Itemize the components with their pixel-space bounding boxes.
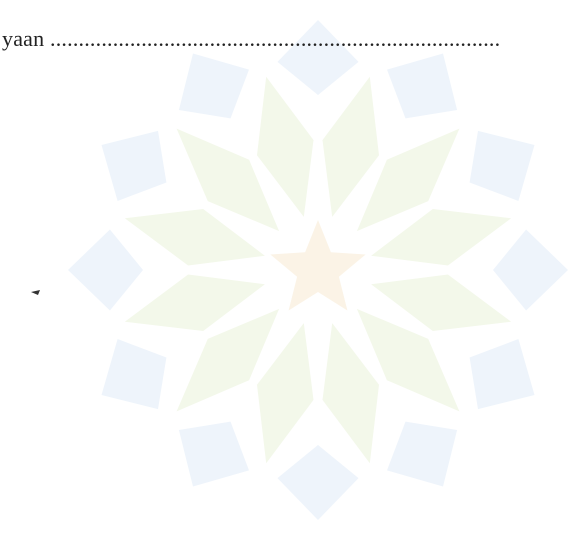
watermark-petal	[371, 209, 511, 266]
watermark-diamond	[179, 54, 249, 119]
watermark-diamond	[102, 131, 167, 201]
watermark-petal	[257, 323, 314, 463]
watermark-petal	[125, 275, 265, 332]
page: {"document": {"text": "yaan ............…	[0, 0, 582, 539]
watermark-petal	[257, 77, 314, 217]
watermark-diamond	[387, 54, 457, 119]
watermark-diamond	[470, 131, 535, 201]
watermark-petal	[323, 323, 380, 463]
ink-speck	[31, 290, 40, 295]
watermark-diamond	[179, 422, 249, 487]
watermark-diamond	[278, 445, 359, 520]
watermark-petal	[371, 275, 511, 332]
watermark-diamond	[493, 230, 568, 311]
watermark	[0, 0, 582, 539]
watermark-diamond	[102, 339, 167, 409]
watermark-diamond	[387, 422, 457, 487]
watermark-diamond	[470, 339, 535, 409]
watermark-petal	[125, 209, 265, 266]
watermark-star	[270, 220, 365, 311]
watermark-petal	[323, 77, 380, 217]
text-line: yaan ...................................…	[2, 26, 500, 52]
watermark-diamond	[68, 230, 143, 311]
